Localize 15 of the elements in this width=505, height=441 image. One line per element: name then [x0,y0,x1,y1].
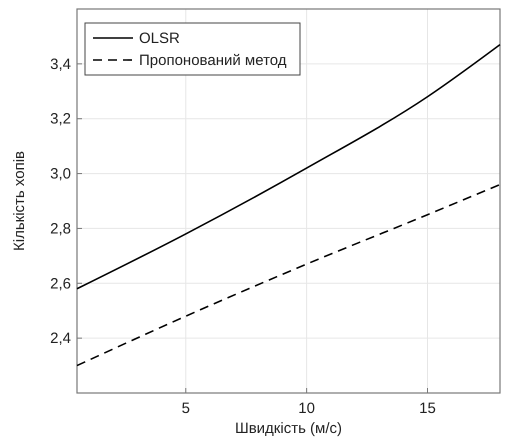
y-tick-label: 3,0 [50,166,71,183]
y-tick-label: 2,4 [50,330,71,348]
x-tick-label: 15 [419,400,436,417]
legend-label: OLSR [139,30,180,47]
x-tick-label: 5 [182,400,190,417]
x-axis-title: Швидкість (м/с) [234,420,342,437]
y-axis-title: Кількість хопів [11,150,28,251]
x-tick-label: 10 [298,400,315,417]
y-tick-label: 2,6 [50,275,71,292]
y-tick-label: 3,4 [50,56,71,73]
y-tick-label: 3,2 [50,110,71,128]
legend-label: Пропонований метод [139,52,287,69]
line-series [76,184,501,366]
line-series [76,44,501,290]
y-tick-label: 2,8 [50,220,71,238]
